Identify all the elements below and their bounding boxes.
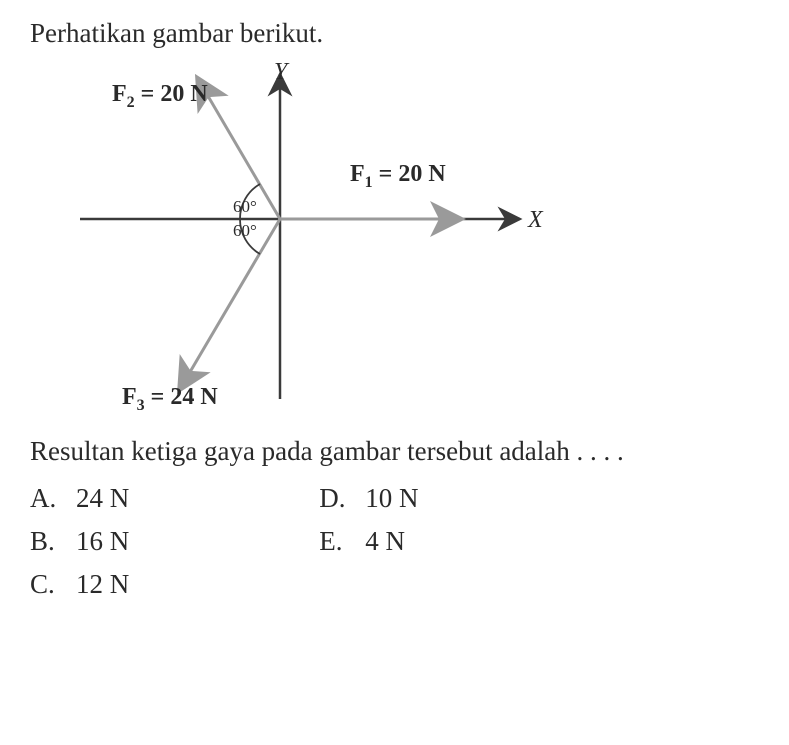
option-e-value: 4 N (365, 526, 405, 557)
option-b-letter: B. (30, 526, 58, 557)
f3-label: F3 = 24 N (122, 384, 218, 414)
x-axis-label: X (527, 207, 544, 233)
f2-label: F2 = 20 N (112, 81, 208, 111)
option-e-letter: E. (319, 526, 347, 557)
option-d-value: 10 N (365, 483, 418, 514)
option-a: A. 24 N (30, 483, 129, 514)
f1-sub: 1 (365, 174, 373, 191)
instruction-text: Perhatikan gambar berikut. (30, 18, 759, 49)
angle-upper-label: 60° (233, 197, 257, 216)
f3-pre: F (122, 384, 137, 410)
option-b: B. 16 N (30, 526, 129, 557)
f1-label: F1 = 20 N (350, 161, 446, 191)
option-c-letter: C. (30, 569, 58, 600)
option-a-value: 24 N (76, 483, 129, 514)
f2-pre: F (112, 81, 127, 107)
f1-post: = 20 N (373, 161, 447, 187)
f3-post: = 24 N (145, 384, 219, 410)
force-diagram: 60° 60° X Y F1 = 20 N F2 = 20 N F3 = 24 … (60, 59, 560, 419)
f2-sub: 2 (127, 94, 135, 111)
angle-lower-label: 60° (233, 221, 257, 240)
diagram-svg: 60° 60° X Y F1 = 20 N F2 = 20 N F3 = 24 … (60, 59, 560, 419)
vector-f3 (180, 219, 280, 389)
options-col-1: A. 24 N B. 16 N C. 12 N (30, 483, 129, 600)
f2-post: = 20 N (135, 81, 209, 107)
options-block: A. 24 N B. 16 N C. 12 N D. 10 N E. 4 N (30, 483, 759, 600)
option-a-letter: A. (30, 483, 58, 514)
f1-pre: F (350, 161, 365, 187)
y-axis-label: Y (274, 59, 290, 85)
option-e: E. 4 N (319, 526, 418, 557)
option-d: D. 10 N (319, 483, 418, 514)
question-text: Resultan ketiga gaya pada gambar tersebu… (30, 433, 759, 469)
option-c: C. 12 N (30, 569, 129, 600)
option-d-letter: D. (319, 483, 347, 514)
option-b-value: 16 N (76, 526, 129, 557)
option-c-value: 12 N (76, 569, 129, 600)
f3-sub: 3 (137, 397, 145, 414)
options-col-2: D. 10 N E. 4 N (319, 483, 418, 600)
